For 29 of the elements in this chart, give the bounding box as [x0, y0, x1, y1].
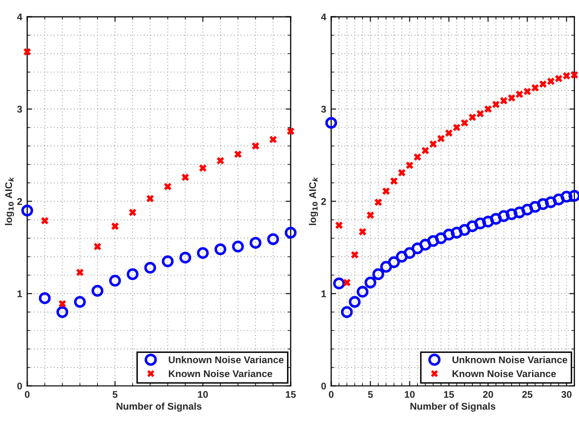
legend-label: Unknown Noise Variance	[168, 356, 284, 364]
y-tick-label: 4	[321, 14, 326, 20]
x-axis-title: Number of Signals	[410, 402, 496, 412]
legend-label: Known Noise Variance	[168, 370, 272, 378]
y-tick-label: 3	[17, 106, 22, 113]
legend-label: Known Noise Variance	[452, 370, 556, 378]
x-tick-label: 0	[24, 390, 30, 398]
y-tick-label: 0	[321, 382, 326, 390]
legend-label: Unknown Noise Variance	[452, 356, 568, 364]
x-tick-label: 10	[404, 390, 415, 398]
x-tick-label: 30	[561, 390, 572, 398]
x-tick-label: 10	[198, 390, 208, 398]
y-tick-label: 0	[17, 382, 22, 390]
x-tick-label: 20	[483, 390, 494, 398]
y-axis-title: log$_{10}$ AIC$_{k}$	[4, 176, 14, 226]
y-tick-label: 2	[321, 198, 326, 205]
x-tick-label: 5	[112, 391, 118, 398]
x-tick-label: 15	[286, 391, 296, 398]
y-tick-label: 1	[322, 290, 326, 298]
x-tick-label: 5	[368, 391, 373, 398]
x-tick-label: 25	[522, 390, 532, 398]
y-tick-label: 2	[17, 198, 22, 205]
x-tick-label: 0	[328, 390, 334, 398]
x-axis-title: Number of Signals	[116, 402, 202, 412]
y-tick-label: 3	[321, 106, 326, 113]
y-tick-label: 4	[17, 14, 22, 20]
x-tick-label: 15	[444, 391, 454, 398]
y-axis-title: log$_{10}$ AIC$_{k}$	[308, 176, 318, 226]
y-tick-label: 1	[18, 290, 22, 298]
